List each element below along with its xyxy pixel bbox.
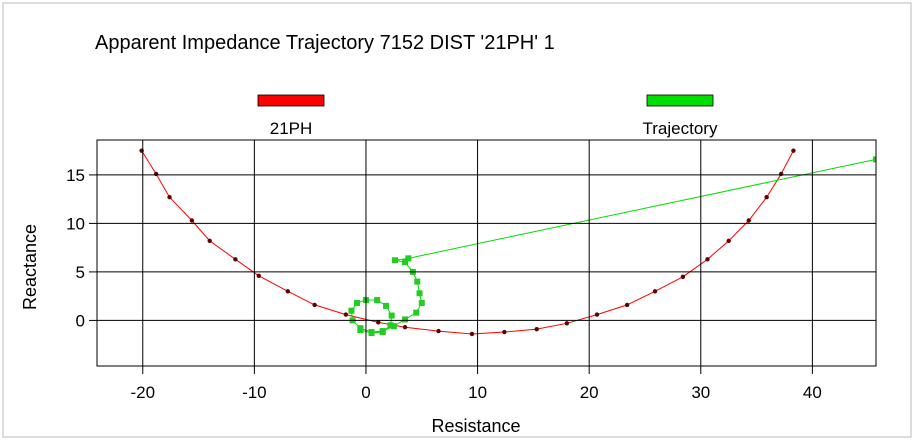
point xyxy=(746,218,751,223)
y-tick-label: 15 xyxy=(66,166,85,185)
point xyxy=(726,238,731,244)
point xyxy=(391,257,398,264)
point xyxy=(390,323,397,330)
frame xyxy=(2,2,912,438)
point xyxy=(402,259,409,266)
point xyxy=(383,302,390,309)
point xyxy=(534,326,539,332)
point xyxy=(357,327,364,334)
point xyxy=(436,328,441,334)
y-tick-label: 5 xyxy=(76,263,85,282)
x-tick-label: 40 xyxy=(803,383,822,402)
point xyxy=(374,297,381,304)
point xyxy=(414,278,421,285)
legend-label: Trajectory xyxy=(643,119,718,138)
plot-border xyxy=(96,139,877,367)
point xyxy=(402,325,408,330)
point xyxy=(624,302,630,308)
point xyxy=(256,273,262,278)
point xyxy=(764,195,769,200)
x-axis-label: Resistance xyxy=(431,416,520,436)
point xyxy=(348,307,355,314)
point xyxy=(388,312,395,319)
point xyxy=(343,312,349,317)
point xyxy=(285,289,291,294)
point xyxy=(167,195,172,200)
point xyxy=(387,322,394,329)
chart-title: Apparent Impedance Trajectory 7152 DIST … xyxy=(95,32,555,54)
point xyxy=(705,257,710,262)
x-tick-label: 30 xyxy=(691,383,710,402)
x-tick-label: 20 xyxy=(580,383,599,402)
point xyxy=(778,171,784,177)
point xyxy=(354,299,361,306)
point xyxy=(207,238,212,244)
point xyxy=(502,329,507,335)
point xyxy=(413,309,420,316)
point xyxy=(376,320,381,325)
point xyxy=(233,257,238,262)
point xyxy=(680,274,686,279)
y-tick-label: 10 xyxy=(66,214,85,233)
point xyxy=(153,171,159,177)
x-tick-label: 10 xyxy=(468,383,487,402)
point xyxy=(791,148,796,153)
x-tick-label: -20 xyxy=(130,383,155,402)
point xyxy=(594,312,600,317)
point xyxy=(416,290,423,297)
point xyxy=(469,331,475,337)
point xyxy=(312,302,317,308)
legend-label: 21PH xyxy=(270,119,313,138)
plot xyxy=(139,148,876,337)
point xyxy=(873,156,876,163)
x-tick-label: 0 xyxy=(361,383,370,402)
point xyxy=(418,299,425,306)
legend-swatch xyxy=(646,94,714,107)
point xyxy=(405,255,412,262)
point xyxy=(564,321,570,326)
legend-swatch xyxy=(257,94,325,107)
point xyxy=(379,329,386,336)
point xyxy=(402,316,409,323)
point xyxy=(652,289,658,294)
point xyxy=(189,218,195,223)
y-axis-label: Reactance xyxy=(20,224,40,310)
point xyxy=(368,330,375,337)
y-tick-label: 0 xyxy=(76,311,85,330)
x-tick-label: -10 xyxy=(242,383,267,402)
